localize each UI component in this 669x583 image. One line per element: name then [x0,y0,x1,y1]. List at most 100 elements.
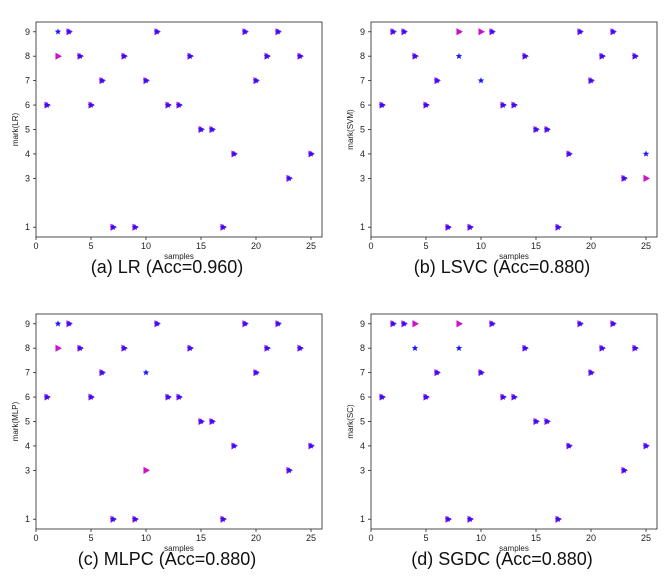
predicted-marker [576,28,584,35]
predicted-marker [208,418,216,425]
predicted-marker [642,150,650,157]
predicted-marker [510,393,518,400]
x-tick-label: 0 [368,533,373,543]
predicted-marker [197,418,205,425]
predicted-marker [197,126,205,133]
y-tick-label: 7 [25,368,30,378]
true-marker [55,344,62,352]
predicted-marker [554,223,562,230]
predicted-marker [631,52,639,59]
predicted-marker [620,466,628,474]
predicted-marker [131,223,139,230]
predicted-marker [164,101,172,108]
predicted-marker [565,442,573,449]
predicted-marker [219,223,227,230]
predicted-marker [521,344,529,351]
x-tick-label: 5 [88,241,93,251]
predicted-marker [76,344,84,351]
y-tick-label: 8 [25,343,30,353]
scatter-plot-lsvc: 0 5 10 15 20 25 1 3 4 5 6 7 8 9 samples mark(SVM) [346,21,658,261]
predicted-marker [65,320,73,327]
true-marker [456,320,463,328]
predicted-marker [296,52,304,59]
predicted-marker [186,344,194,351]
predicted-marker [565,150,573,157]
predicted-marker [98,369,106,376]
chart-caption: (d) SGDC (Acc=0.880) [411,549,593,569]
predicted-marker [120,52,128,59]
predicted-marker [274,320,282,327]
predicted-marker [120,344,128,351]
y-tick-label: 9 [360,27,365,37]
x-axis-label: samples [499,544,529,553]
predicted-marker [131,515,139,522]
x-tick-label: 10 [476,533,486,543]
predicted-marker [175,393,183,400]
y-tick-label: 7 [25,76,30,86]
predicted-marker [98,77,106,84]
predicted-marker [296,344,304,351]
x-tick-label: 20 [586,241,596,251]
true-marker [643,174,650,182]
predicted-marker [252,77,260,84]
predicted-marker [620,174,628,182]
y-tick-label: 6 [360,100,365,110]
chart-caption: (a) LR (Acc=0.960) [90,257,244,277]
x-tick-label: 15 [196,241,206,251]
y-tick-label: 7 [360,368,365,378]
predicted-marker [477,369,485,376]
predicted-marker [164,393,172,400]
y-axis-label: mark(LR) [11,113,20,147]
predicted-marker [307,150,315,157]
true-marker [412,320,419,328]
y-tick-label: 8 [25,51,30,61]
true-marker [456,28,463,36]
predicted-marker [587,77,595,84]
predicted-marker [87,101,95,108]
chart-panel-lr: 0 5 10 15 20 25 1 3 4 5 6 7 8 9 samples mark(LR) (a) LR… [0,0,334,291]
y-tick-label: 1 [360,222,365,232]
predicted-marker [274,28,282,35]
predicted-marker [263,344,271,351]
x-tick-label: 25 [641,533,651,543]
y-tick-label: 9 [25,319,30,329]
y-tick-label: 4 [360,441,365,451]
predicted-marker [241,320,249,327]
true-marker [143,466,150,474]
predicted-marker [477,77,485,84]
predicted-marker [307,442,315,449]
x-tick-label: 20 [251,533,261,543]
predicted-marker [153,320,161,327]
predicted-marker [532,126,540,133]
y-tick-label: 4 [25,441,30,451]
predicted-marker [208,126,216,133]
predicted-marker [65,28,73,35]
predicted-marker [576,320,584,327]
predicted-marker [400,320,408,327]
predicted-marker [422,101,430,108]
y-tick-label: 9 [25,27,30,37]
predicted-marker [587,369,595,376]
predicted-marker [230,442,238,449]
predicted-marker [263,52,271,59]
predicted-marker [444,515,452,522]
predicted-marker [230,150,238,157]
y-tick-label: 3 [25,173,30,183]
predicted-marker [378,393,386,400]
x-tick-label: 5 [423,241,428,251]
chart-caption: (b) LSVC (Acc=0.880) [413,257,591,277]
y-tick-label: 8 [360,51,365,61]
predicted-marker [433,369,441,376]
true-marker [478,28,485,36]
y-tick-label: 5 [25,125,30,135]
y-tick-label: 4 [25,149,30,159]
predicted-marker [186,52,194,59]
x-tick-label: 15 [196,533,206,543]
x-tick-label: 10 [141,533,151,543]
predicted-marker [609,320,617,327]
y-tick-label: 7 [360,76,365,86]
predicted-marker [642,442,650,449]
predicted-marker [455,52,463,59]
predicted-marker [87,393,95,400]
predicted-marker [444,223,452,230]
